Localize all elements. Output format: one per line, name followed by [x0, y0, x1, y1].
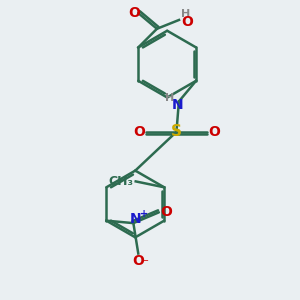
Text: N: N: [172, 98, 184, 112]
Text: N: N: [130, 212, 141, 226]
Text: O: O: [128, 6, 140, 20]
Text: ⁻: ⁻: [142, 258, 148, 268]
Text: O: O: [132, 254, 144, 268]
Text: S: S: [171, 124, 182, 139]
Text: O: O: [208, 125, 220, 139]
Text: H: H: [165, 94, 175, 103]
Text: CH₃: CH₃: [109, 175, 134, 188]
Text: O: O: [182, 15, 193, 29]
Text: O: O: [160, 205, 172, 219]
Text: O: O: [133, 125, 145, 139]
Text: H: H: [182, 9, 191, 19]
Text: +: +: [140, 209, 148, 219]
